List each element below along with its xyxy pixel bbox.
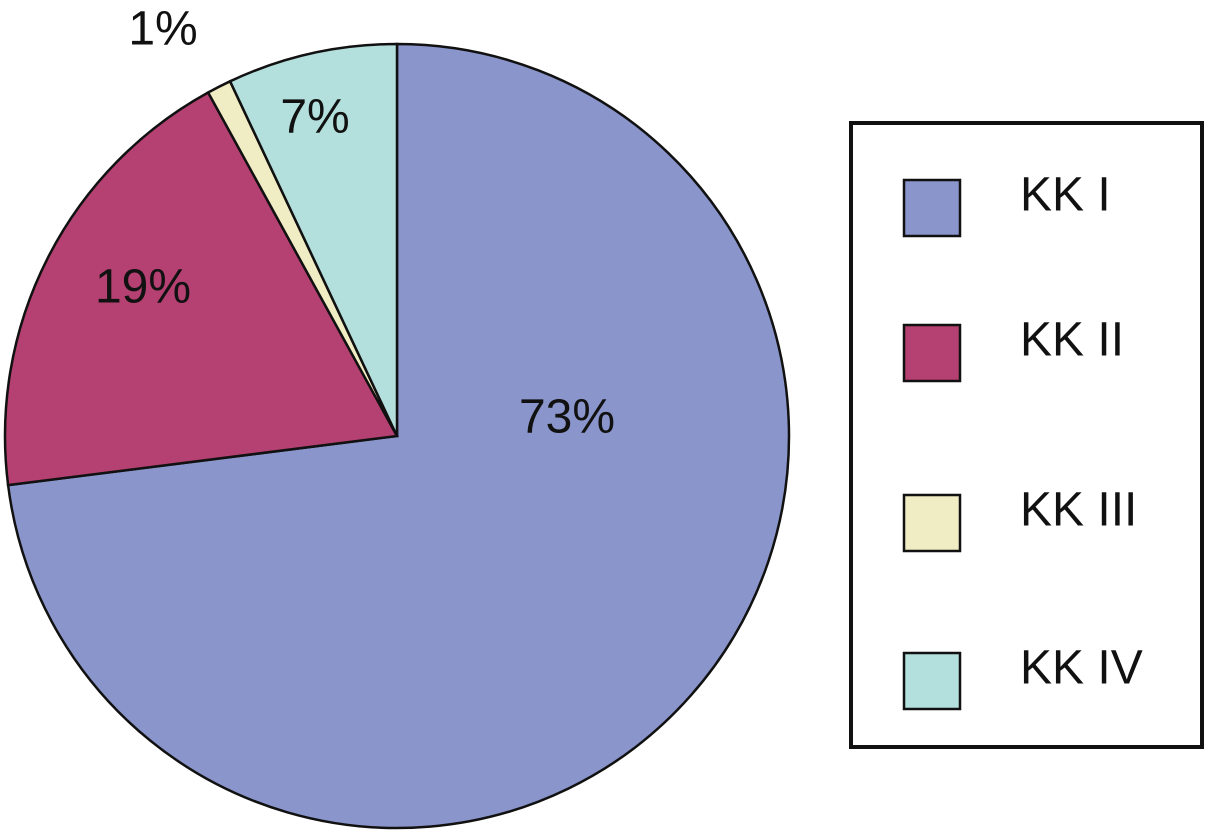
pie-slice — [228, 42, 399, 437]
legend-swatch — [902, 178, 962, 238]
legend-label: KK III — [1020, 484, 1137, 537]
legend-box — [849, 121, 1204, 749]
pie-slice — [6, 42, 791, 830]
legend-swatch — [902, 651, 962, 711]
legend-label: KK II — [1020, 314, 1124, 367]
data-label: 73% — [519, 391, 615, 444]
legend-label: KK IV — [1020, 642, 1143, 695]
data-label: 1% — [128, 3, 197, 56]
data-label: 19% — [95, 261, 191, 314]
legend-label: KK I — [1020, 169, 1111, 222]
pie-slice — [3, 90, 399, 487]
legend-swatch — [902, 493, 962, 553]
legend-swatch — [902, 323, 962, 383]
data-label: 7% — [280, 91, 349, 144]
